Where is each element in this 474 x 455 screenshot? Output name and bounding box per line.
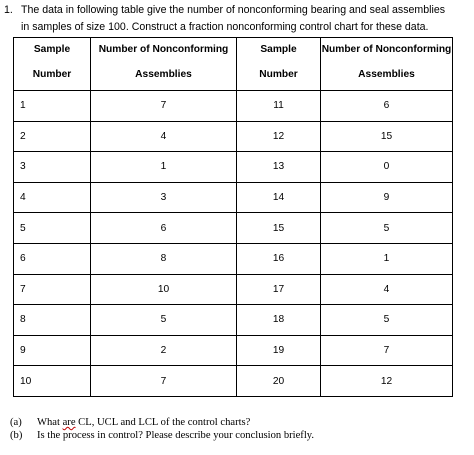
table-cell: 12 bbox=[236, 120, 321, 153]
table-row: 7 10 17 4 bbox=[13, 273, 453, 306]
header-text: Sample bbox=[260, 44, 297, 55]
question-a-text: What are CL, UCL and LCL of the control … bbox=[37, 416, 250, 429]
table-row: 1 7 11 6 bbox=[13, 90, 453, 122]
table-cell: 14 bbox=[236, 181, 321, 214]
header-sample-number-2: Sample Number bbox=[236, 37, 321, 91]
table-cell: 7 bbox=[320, 334, 453, 367]
header-text: Assemblies bbox=[358, 69, 415, 80]
table-cell: 3 bbox=[90, 181, 237, 214]
table-row: 5 6 15 5 bbox=[13, 212, 453, 244]
table-cell: 19 bbox=[236, 334, 321, 367]
problem-number: 1. bbox=[4, 4, 13, 16]
table-cell: 1 bbox=[13, 90, 91, 122]
table-cell: 1 bbox=[90, 151, 237, 183]
table-row: 2 4 12 15 bbox=[13, 120, 453, 153]
table-row: 10 7 20 12 bbox=[13, 365, 453, 397]
table-cell: 11 bbox=[236, 90, 321, 122]
table-row: 6 8 16 1 bbox=[13, 242, 453, 275]
table-cell: 20 bbox=[236, 365, 321, 397]
table-cell: 5 bbox=[90, 304, 237, 336]
question-a-text-before: What bbox=[37, 417, 63, 428]
table-cell: 13 bbox=[236, 151, 321, 183]
table-row: 4 3 14 9 bbox=[13, 181, 453, 214]
table-cell: 7 bbox=[13, 273, 91, 306]
table-cell: 5 bbox=[13, 212, 91, 244]
table-cell: 2 bbox=[13, 120, 91, 153]
table-cell: 5 bbox=[320, 304, 453, 336]
table-cell: 8 bbox=[13, 304, 91, 336]
spellcheck-underlined-word: are bbox=[62, 417, 76, 428]
problem-text-line-2: in samples of size 100. Construct a frac… bbox=[21, 21, 429, 33]
table-cell: 7 bbox=[90, 365, 237, 397]
header-sample-number-1: Sample Number bbox=[13, 37, 91, 91]
table-cell: 4 bbox=[320, 273, 453, 306]
table-cell: 1 bbox=[320, 242, 453, 275]
header-text: Assemblies bbox=[135, 69, 192, 80]
table-cell: 18 bbox=[236, 304, 321, 336]
header-text: Number bbox=[259, 69, 298, 80]
question-a-text-after: CL, UCL and LCL of the control charts? bbox=[75, 417, 251, 428]
table-cell: 10 bbox=[13, 365, 91, 397]
question-b-text: Is the process in control? Please descri… bbox=[37, 430, 315, 441]
table-cell: 6 bbox=[90, 212, 237, 244]
table-cell: 2 bbox=[90, 334, 237, 367]
data-table: Sample Number Number of Nonconforming As… bbox=[13, 37, 453, 397]
table-cell: 16 bbox=[236, 242, 321, 275]
header-text: Sample bbox=[33, 44, 71, 55]
table-row: 8 5 18 5 bbox=[13, 304, 453, 336]
table-header-row: Sample Number Number of Nonconforming As… bbox=[13, 37, 453, 91]
table-row: 9 2 19 7 bbox=[13, 334, 453, 367]
table-cell: 10 bbox=[90, 273, 237, 306]
question-b-label: (b) bbox=[10, 430, 23, 441]
table-cell: 9 bbox=[320, 181, 453, 214]
table-cell: 5 bbox=[320, 212, 453, 244]
table-cell: 15 bbox=[320, 120, 453, 153]
table-row: 3 1 13 0 bbox=[13, 151, 453, 183]
header-text: Number of Nonconforming bbox=[321, 44, 452, 55]
table-cell: 7 bbox=[90, 90, 237, 122]
problem-text-line-1: The data in following table give the num… bbox=[21, 4, 446, 16]
table-cell: 8 bbox=[90, 242, 237, 275]
table-cell: 3 bbox=[13, 151, 91, 183]
table-cell: 6 bbox=[13, 242, 91, 275]
table-cell: 9 bbox=[13, 334, 91, 367]
table-cell: 15 bbox=[236, 212, 321, 244]
header-nonconforming-2: Number of Nonconforming Assemblies bbox=[320, 37, 453, 91]
header-text: Number of Nonconforming bbox=[98, 44, 229, 55]
table-cell: 17 bbox=[236, 273, 321, 306]
question-a-label: (a) bbox=[10, 417, 22, 428]
table-cell: 12 bbox=[320, 365, 453, 397]
table-cell: 4 bbox=[90, 120, 237, 153]
table-cell: 6 bbox=[320, 90, 453, 122]
table-cell: 4 bbox=[13, 181, 91, 214]
header-nonconforming-1: Number of Nonconforming Assemblies bbox=[90, 37, 237, 91]
table-cell: 0 bbox=[320, 151, 453, 183]
header-text: Number bbox=[32, 69, 72, 80]
